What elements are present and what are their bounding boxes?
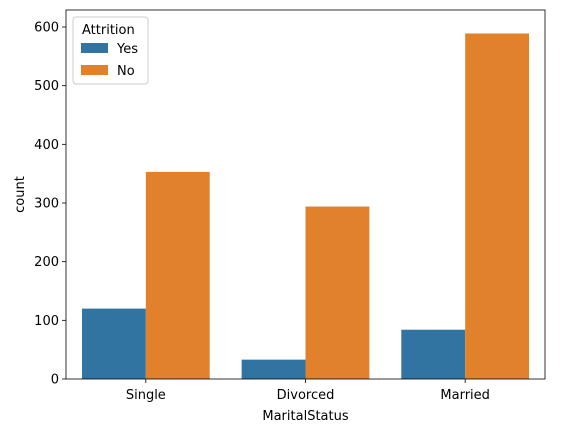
legend-label-no: No [117,64,135,79]
legend-title: Attrition [82,23,135,38]
bar-no-married [465,33,530,379]
y-tick-label: 600 [34,21,59,36]
y-tick-label: 200 [34,255,59,270]
legend-swatch-no [81,65,108,75]
x-tick-label: Divorced [277,388,335,403]
bar-no-single [145,171,210,379]
y-tick-label: 0 [51,373,59,388]
y-tick-label: 100 [34,314,59,329]
y-tick-label: 500 [34,79,59,94]
x-axis-label: MaritalStatus [262,409,348,424]
legend-label-yes: Yes [116,42,138,57]
plot-frame [65,9,546,380]
legend: Attrition Yes No [72,16,149,85]
y-axis-ticks: 0 100 200 300 400 500 600 [34,21,66,388]
legend-swatch-yes [81,43,108,53]
y-tick-label: 400 [34,138,59,153]
bar-yes-single [81,308,146,379]
x-axis-ticks: Single Divorced Married [126,379,490,403]
y-axis-label: count [13,176,28,213]
bar-yes-divorced [241,359,306,379]
x-tick-label: Married [440,388,490,403]
y-tick-label: 300 [34,197,59,212]
x-tick-label: Single [126,388,166,403]
bars-group [81,33,530,379]
legend-items: Yes No [81,42,138,79]
bar-yes-married [401,329,466,379]
bar-no-divorced [305,206,370,379]
